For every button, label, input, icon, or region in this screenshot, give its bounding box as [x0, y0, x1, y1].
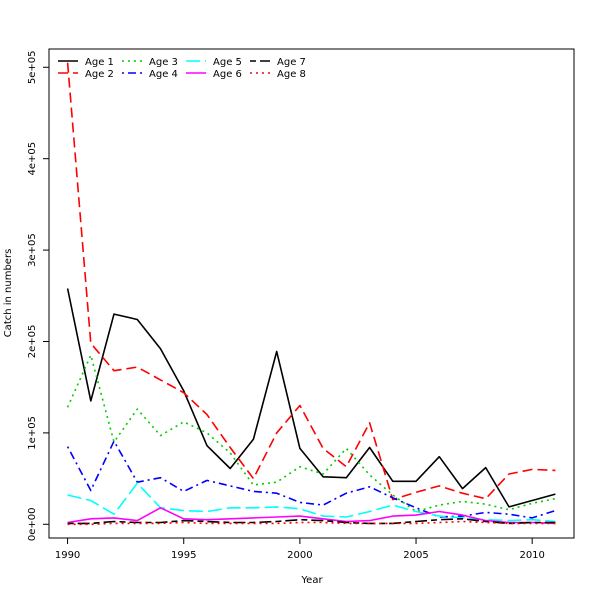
- y-tick-label: 0e+00: [27, 507, 38, 541]
- x-tick-label: 1995: [171, 550, 196, 561]
- series-line-age-3: [66, 354, 556, 513]
- legend-label-age-6: Age 6: [213, 69, 242, 80]
- legend-label-age-7: Age 7: [277, 57, 306, 68]
- x-axis-title: Year: [300, 575, 323, 586]
- y-tick-label: 1e+05: [27, 416, 38, 450]
- y-tick-label: 2e+05: [27, 325, 38, 359]
- y-tick-label: 4e+05: [27, 142, 38, 176]
- y-tick-label: 3e+05: [27, 233, 38, 267]
- series-layer: [66, 62, 556, 526]
- legend-label-age-3: Age 3: [149, 57, 178, 68]
- series-line-age-5: [67, 482, 556, 523]
- y-tick-label: 5e+05: [27, 50, 38, 84]
- plot-frame: [48, 48, 575, 539]
- legend-label-age-5: Age 5: [213, 57, 242, 68]
- legend-label-age-4: Age 4: [149, 69, 178, 80]
- series-line-age-6: [67, 506, 556, 525]
- series-line-age-2: [66, 62, 556, 501]
- x-tick-label: 2010: [519, 550, 544, 561]
- y-axis: 0e+00 1e+05 2e+05 3e+05 4e+05 5e+05: [27, 50, 50, 541]
- legend-label-age-2: Age 2: [85, 69, 114, 80]
- y-axis-title: Catch in numbers: [3, 249, 14, 338]
- series-line-age-7: [67, 517, 556, 525]
- x-tick-label: 2000: [287, 550, 312, 561]
- x-tick-label: 1990: [55, 550, 80, 561]
- x-axis: 1990 1995 2000 2005 2010: [55, 537, 545, 561]
- x-tick-label: 2005: [403, 550, 428, 561]
- series-line-age-4: [66, 440, 556, 519]
- legend-label-age-1: Age 1: [85, 57, 114, 68]
- series-line-age-1: [66, 288, 556, 508]
- legend-label-age-8: Age 8: [277, 69, 306, 80]
